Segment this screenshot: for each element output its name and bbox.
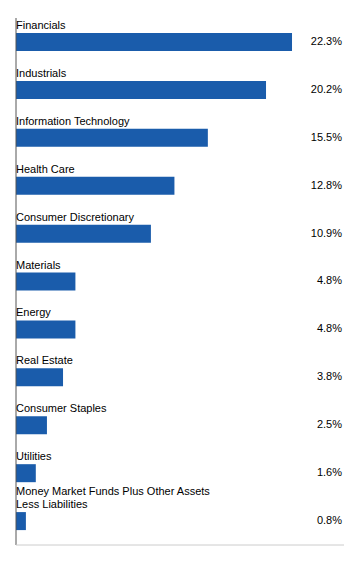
svg-text:22.3%: 22.3% <box>311 35 342 47</box>
svg-text:Money Market Funds Plus Other: Money Market Funds Plus Other AssetsLess… <box>16 485 210 510</box>
svg-text:1.6%: 1.6% <box>317 466 342 478</box>
svg-text:10.9%: 10.9% <box>311 227 342 239</box>
svg-text:Health Care: Health Care <box>16 163 75 175</box>
svg-text:Financials: Financials <box>16 19 66 31</box>
svg-text:Materials: Materials <box>16 259 61 271</box>
svg-text:20.2%: 20.2% <box>311 83 342 95</box>
svg-text:0.8%: 0.8% <box>317 514 342 526</box>
svg-text:Utilities: Utilities <box>16 450 52 462</box>
svg-text:12.8%: 12.8% <box>311 179 342 191</box>
svg-text:Energy: Energy <box>16 306 51 318</box>
svg-text:2.5%: 2.5% <box>317 418 342 430</box>
svg-text:3.8%: 3.8% <box>317 370 342 382</box>
svg-text:Industrials: Industrials <box>16 67 67 79</box>
svg-text:Real Estate: Real Estate <box>16 354 73 366</box>
svg-text:Consumer Staples: Consumer Staples <box>16 402 107 414</box>
svg-text:15.5%: 15.5% <box>311 131 342 143</box>
svg-text:4.8%: 4.8% <box>317 274 342 286</box>
svg-text:Information Technology: Information Technology <box>16 115 130 127</box>
svg-text:Consumer Discretionary: Consumer Discretionary <box>16 211 134 223</box>
svg-text:4.8%: 4.8% <box>317 322 342 334</box>
